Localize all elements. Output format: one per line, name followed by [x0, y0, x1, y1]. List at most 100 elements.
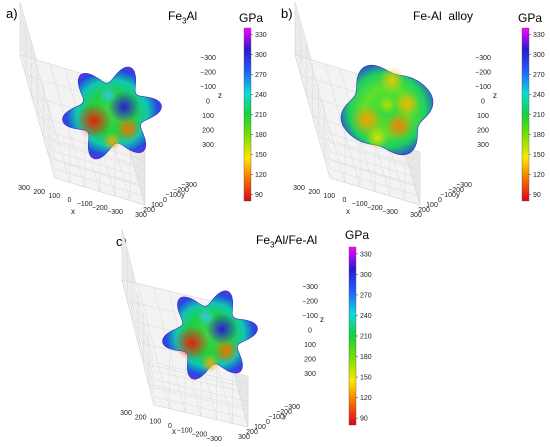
y-tick-label: −200	[173, 187, 189, 194]
z-tick-label: 0	[308, 328, 312, 335]
y-tick-label: 300	[238, 434, 250, 441]
y-tick-label: 100	[151, 202, 163, 209]
grid-line	[19, 19, 146, 170]
plot-svg: 3002001000−100−200−300−300−200−100010020…	[18, 1, 267, 219]
y-tick-label: −200	[276, 409, 292, 416]
panel-a: a) Fe3Al GPa 300 200 100 0 −100 −200 −300 −300−…	[0, 0, 275, 220]
colorbar-tick-label: 300	[360, 272, 372, 279]
z-tick-label: −300	[200, 55, 216, 62]
x-tick-label: −200	[367, 205, 383, 212]
colorbar-tick-label: 150	[533, 152, 545, 159]
colorbar-tick-label: 180	[255, 132, 267, 139]
colorbar-tick-label: 180	[533, 132, 545, 139]
x-axis-label: x	[172, 427, 176, 436]
panel-title: Fe3Al	[168, 9, 198, 26]
colorbar-tick-label: 330	[533, 32, 545, 39]
colorbar-tick-label: 90	[360, 416, 368, 423]
colorbar-tick-label: 210	[360, 334, 372, 341]
surface-spot	[213, 338, 239, 364]
x-tick-label: 200	[308, 189, 320, 196]
colorbar-tick-label: 300	[255, 52, 267, 59]
y-axis-label: y	[456, 190, 460, 199]
x-tick-label: 100	[323, 193, 335, 200]
x-axis-label: x	[71, 207, 75, 216]
colorbar-tick-label: 330	[360, 251, 372, 258]
x-tick-label: 100	[149, 419, 161, 426]
panel-title: Fe-Al alloy	[413, 9, 474, 23]
panel-label: b)	[281, 6, 293, 21]
panel-c: c) Fe3Al/Fe-Al GPa 300 200 100 0 −100 −200 −30…	[110, 222, 385, 447]
colorbar-tick-label: 120	[255, 172, 267, 179]
colorbar-tick-label: 120	[533, 172, 545, 179]
x-tick-label: 200	[33, 189, 45, 196]
y-tick-label: 300	[410, 212, 422, 219]
x-tick-label: −100	[352, 201, 368, 208]
colorbar-tick-label: 270	[360, 292, 372, 299]
z-tick-label: 300	[477, 142, 489, 149]
z-tick-label: −300	[302, 284, 318, 291]
surface-spot	[115, 116, 141, 142]
x-tick-label: −300	[107, 209, 123, 216]
x-tick-label: 0	[343, 197, 347, 204]
grid-line	[294, 19, 421, 170]
surface-spot	[379, 67, 405, 93]
z-tick-label: 100	[477, 113, 489, 120]
z-tick-label: −100	[475, 84, 491, 91]
colorbar-tick-label: 330	[255, 32, 267, 39]
colorbar	[521, 27, 530, 202]
x-tick-label: 300	[18, 185, 30, 192]
y-tick-label: 0	[266, 419, 270, 426]
colorbar-tick-label: 270	[255, 72, 267, 79]
z-tick-label: −100	[302, 313, 318, 320]
z-axis-label: z	[320, 315, 324, 324]
colorbar-tick-label: 150	[255, 152, 267, 159]
colorbar-tick-label: 240	[533, 92, 545, 99]
colorbar-tick-label: 300	[533, 52, 545, 59]
colorbar-tick-label: 90	[255, 192, 263, 199]
y-tick-label: −100	[268, 414, 284, 421]
colorbar-tick-label: 90	[533, 192, 541, 199]
x-tick-label: −300	[382, 209, 398, 216]
colorbar-tick-label: 120	[360, 395, 372, 402]
surface-spot	[365, 126, 389, 150]
z-axis-label: z	[218, 91, 222, 100]
z-tick-label: −100	[200, 84, 216, 91]
y-tick-label: −300	[181, 182, 197, 189]
z-tick-label: 0	[481, 99, 485, 106]
y-axis-label: y	[283, 411, 287, 420]
x-tick-label: 0	[68, 197, 72, 204]
x-axis-label: x	[346, 207, 350, 216]
surface-spot	[377, 95, 397, 115]
y-tick-label: −300	[284, 404, 300, 411]
colorbar	[243, 27, 252, 202]
y-tick-label: 200	[246, 429, 258, 436]
z-tick-label: −200	[200, 70, 216, 77]
z-tick-label: −200	[475, 70, 491, 77]
x-tick-label: 0	[168, 423, 172, 430]
x-tick-label: −100	[77, 201, 93, 208]
surface-spot	[76, 103, 112, 139]
z-tick-label: −200	[302, 299, 318, 306]
y-tick-label: 200	[143, 207, 155, 214]
colorbar-tick-label: 240	[255, 92, 267, 99]
colorbar-title: GPa	[518, 11, 543, 25]
panel-label: c)	[116, 234, 127, 249]
surface-spot	[200, 353, 220, 373]
x-tick-label: −300	[206, 436, 222, 443]
surface-spot	[196, 307, 216, 327]
z-axis-label: z	[493, 91, 497, 100]
surface-spot	[394, 91, 420, 117]
panel-b: b) Fe-Al alloy GPa 300 200 100 0 −100 −200 −30…	[275, 0, 550, 220]
grid-line	[294, 10, 421, 162]
colorbar-tick-label: 240	[360, 313, 372, 320]
grid-line	[121, 237, 249, 385]
colorbar-tick-label: 210	[255, 112, 267, 119]
y-tick-label: −100	[165, 192, 181, 199]
z-tick-label: −300	[475, 55, 491, 62]
y-tick-label: −100	[440, 192, 456, 199]
panel-title: Fe3Al/Fe-Al	[256, 233, 318, 250]
colorbar	[348, 246, 357, 426]
z-tick-label: 200	[304, 357, 316, 364]
plot-svg: 3002001000−100−200−300−300−200−100010020…	[293, 1, 545, 219]
x-tick-label: 300	[293, 185, 305, 192]
